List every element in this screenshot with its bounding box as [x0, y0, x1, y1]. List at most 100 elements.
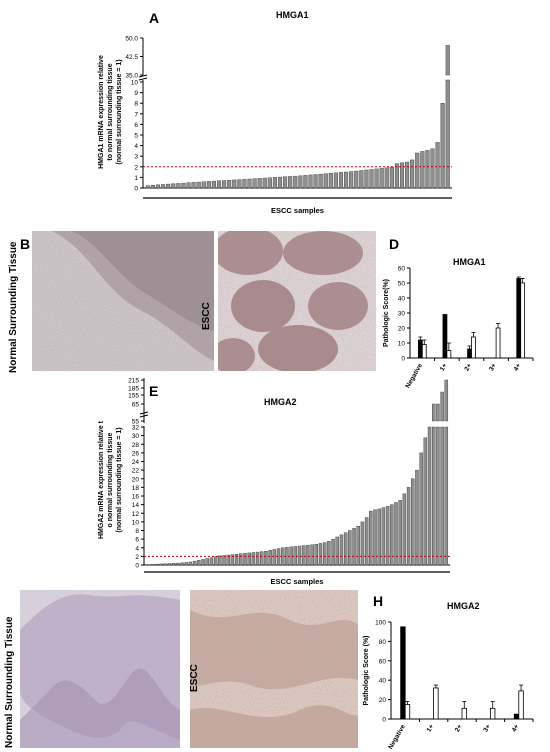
chart-d-y-tick-label: 60 [398, 266, 406, 273]
panel-letter-e: E [149, 383, 159, 399]
chart-a-bar [333, 172, 338, 189]
chart-h-bar-white [461, 707, 467, 720]
chart-e-bar [432, 426, 436, 566]
chart-e-bar [201, 559, 205, 566]
chart-e-bar-upper [444, 379, 449, 422]
chart-a-y-label-line: to normal surrounding tissue [107, 63, 114, 160]
panel-letter-a: A [149, 10, 160, 26]
histology-image-b [32, 231, 214, 371]
chart-e-bar [423, 437, 428, 566]
chart-e-bar [297, 545, 302, 566]
photo-g-texture [190, 590, 358, 748]
chart-a-bar [211, 180, 216, 189]
chart-e-bar [205, 558, 209, 566]
chart-e-y-tick-label: 10 [132, 519, 140, 526]
chart-e-axis-break-mark-1 [139, 411, 149, 415]
chart-a-bar [354, 170, 359, 189]
chart-a-bar [161, 184, 166, 189]
chart-e-bar [427, 426, 432, 566]
chart-e-bar [264, 551, 268, 566]
chart-a-bar [201, 181, 206, 189]
chart-e-bar [419, 452, 423, 566]
chart-e-y-tick-label: 6 [135, 537, 139, 544]
chart-a-bar [181, 182, 186, 189]
chart-e-bar [159, 563, 163, 566]
chart-a-y-tick-label-upper: 50.0 [125, 36, 138, 43]
chart-a-axis-break-mark-2 [138, 77, 148, 81]
chart-e-bar [394, 502, 398, 566]
chart-a-bar [267, 177, 272, 189]
chart-a-bar-upper [445, 45, 450, 76]
chart-e-bar [209, 557, 214, 566]
chart-e-bar [390, 504, 394, 566]
chart-e-bar-upper [440, 391, 444, 422]
chart-e-y-tick-label: 24 [132, 459, 140, 466]
chart-a-y-tick-label: 2 [134, 164, 138, 171]
chart-d-bar-black [442, 314, 448, 359]
chart-e-bar [192, 560, 197, 566]
chart-a-bar [206, 181, 211, 189]
chart-a-y-tick-label: 3 [134, 154, 138, 161]
chart-a-y-label-line: HMGA1 mRNA expression relative [98, 55, 105, 169]
chart-e-bar [411, 478, 415, 566]
chart-e-bar [335, 536, 339, 566]
chart-e-axis-break-mark-2 [139, 414, 149, 418]
chart-d-category-label: 2+ [463, 362, 473, 372]
chart-e-bar [402, 493, 407, 566]
chart-e-bar [318, 543, 323, 566]
chart-e-bar [406, 487, 411, 566]
chart-a-bar [344, 171, 349, 189]
chart-e-bar [218, 555, 222, 566]
chart-e-bar [415, 469, 419, 566]
chart-e-bar [243, 553, 247, 566]
chart-a-y-tick-label: 5 [134, 133, 138, 140]
chart-d-title: HMGA1 [453, 257, 486, 267]
chart-a-bar [359, 170, 364, 189]
chart-h-y-tick-label: 0 [382, 717, 386, 724]
chart-e-bar [373, 509, 377, 566]
chart-a-bar [277, 176, 283, 189]
chart-a-bar [196, 181, 201, 189]
chart-a-bar [308, 174, 313, 189]
chart-e-y-label-line: o normal surrounding tissue [107, 432, 114, 527]
chart-e-y-tick-label: 0 [135, 563, 139, 570]
chart-a-y-tick-label: 0 [134, 186, 138, 193]
chart-h-category-label: 4+ [511, 723, 521, 733]
chart-e-bar-upper [432, 403, 436, 422]
chart-e-bar [301, 545, 306, 566]
chart-a-bar [145, 185, 150, 189]
chart-e-y-tick-label: 18 [132, 485, 140, 492]
chart-h-y-tick-label: 20 [379, 697, 387, 704]
chart-a-bar [272, 177, 277, 189]
chart-a-bar [150, 185, 155, 189]
chart-a-bar [222, 180, 227, 189]
chart-a-bar [155, 184, 161, 189]
chart-e-y-tick-label: 16 [132, 494, 140, 501]
chart-e-bar [176, 562, 180, 566]
chart-a-y-tick-label-upper: 42.5 [125, 54, 138, 61]
chart-a-bar [445, 79, 450, 189]
chart-a-bar [237, 179, 242, 189]
chart-e-bar [272, 549, 277, 566]
chart-e-bar [268, 550, 272, 566]
chart-e-bar-upper [436, 403, 440, 422]
chart-h-y-tick-label: 100 [375, 620, 386, 627]
chart-e-y-tick-label-upper: 55 [132, 419, 140, 426]
chart-a-bar [303, 175, 308, 189]
chart-e-bar [381, 507, 386, 566]
chart-e-bar [260, 551, 264, 566]
chart-a-bar [338, 172, 344, 189]
chart-d-y-label: Pathologic Score(%) [383, 279, 390, 347]
chart-e-bar [222, 555, 226, 566]
chart-a-bar [405, 161, 410, 189]
chart-a-bar [176, 183, 181, 189]
chart-d-y-tick-label: 10 [398, 341, 406, 348]
chart-a-bar [425, 150, 430, 189]
chart-a-bar [420, 151, 425, 189]
chart-e-y-tick-label: 32 [132, 425, 140, 432]
chart-a-y-tick-label: 1 [134, 175, 138, 182]
chart-a-y-tick-label: 6 [134, 122, 138, 129]
chart-e-bar [155, 563, 159, 566]
chart-e-bar [150, 564, 155, 566]
